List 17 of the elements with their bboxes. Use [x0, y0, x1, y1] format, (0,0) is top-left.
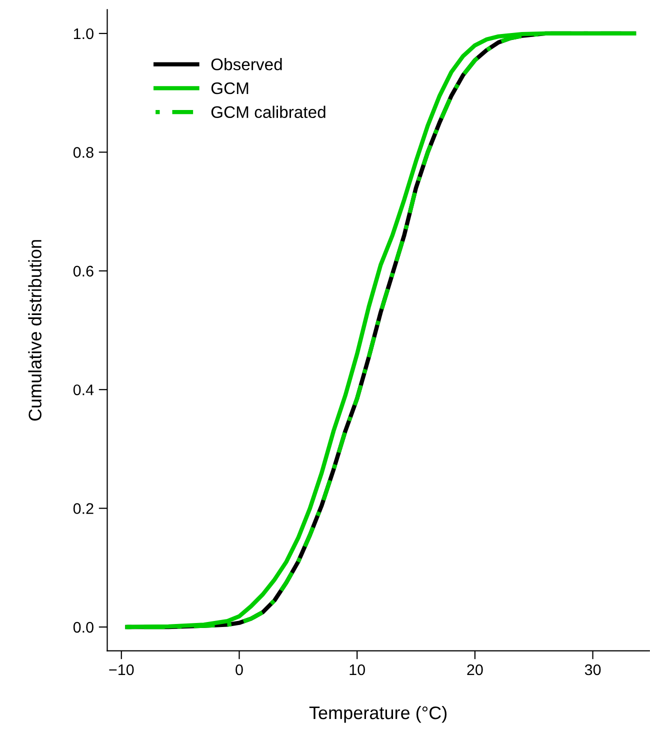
y-tick-label: 0.2: [73, 503, 94, 514]
y-tick-label: 0.4: [73, 384, 94, 396]
y-axis-title: Cumulative distribution: [28, 240, 42, 421]
y-tick-label: 0.8: [73, 147, 94, 158]
x-tick-label: 0: [236, 664, 243, 676]
line-series: [125, 31, 636, 630]
x-tick-label: 10: [350, 664, 365, 676]
x-tick-label: −10: [109, 664, 134, 676]
y-tick-label: 1.0: [74, 28, 94, 40]
x-tick-label: 20: [467, 664, 483, 676]
legend-label: GCM: [211, 82, 248, 94]
y-tick-label: 0.6: [73, 266, 94, 277]
legend-label: GCM calibrated: [211, 106, 326, 118]
x-tick-label: 30: [584, 664, 601, 676]
y-tick-label: 0.0: [73, 622, 94, 633]
x-axis-title: Temperature (°C): [309, 706, 447, 723]
legend-label: Observed: [211, 58, 282, 70]
